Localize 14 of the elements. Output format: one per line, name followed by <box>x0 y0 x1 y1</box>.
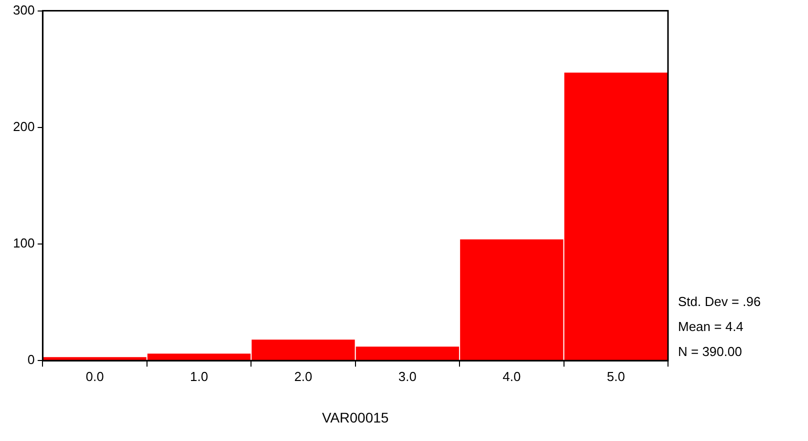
x-axis-title: VAR00015 <box>322 409 389 426</box>
text: N = 390.00 <box>678 344 742 360</box>
x-tick-label: 1.0 <box>190 368 208 384</box>
x-tick-label: 5.0 <box>606 368 625 384</box>
y-tick-label: 100 <box>12 236 35 251</box>
text: Std. Dev = .96 <box>678 294 761 310</box>
y-tick-label: 0 <box>27 352 35 368</box>
x-tick-label: 0.0 <box>86 368 104 384</box>
x-tick-label: 4.0 <box>502 368 521 384</box>
x-tick-label: 3.0 <box>398 368 416 384</box>
y-tick-label: 200 <box>12 118 35 134</box>
x-tick-label: 2.0 <box>294 368 312 384</box>
text: Mean = 4.4 <box>678 319 744 334</box>
y-tick-label: 300 <box>12 2 35 18</box>
